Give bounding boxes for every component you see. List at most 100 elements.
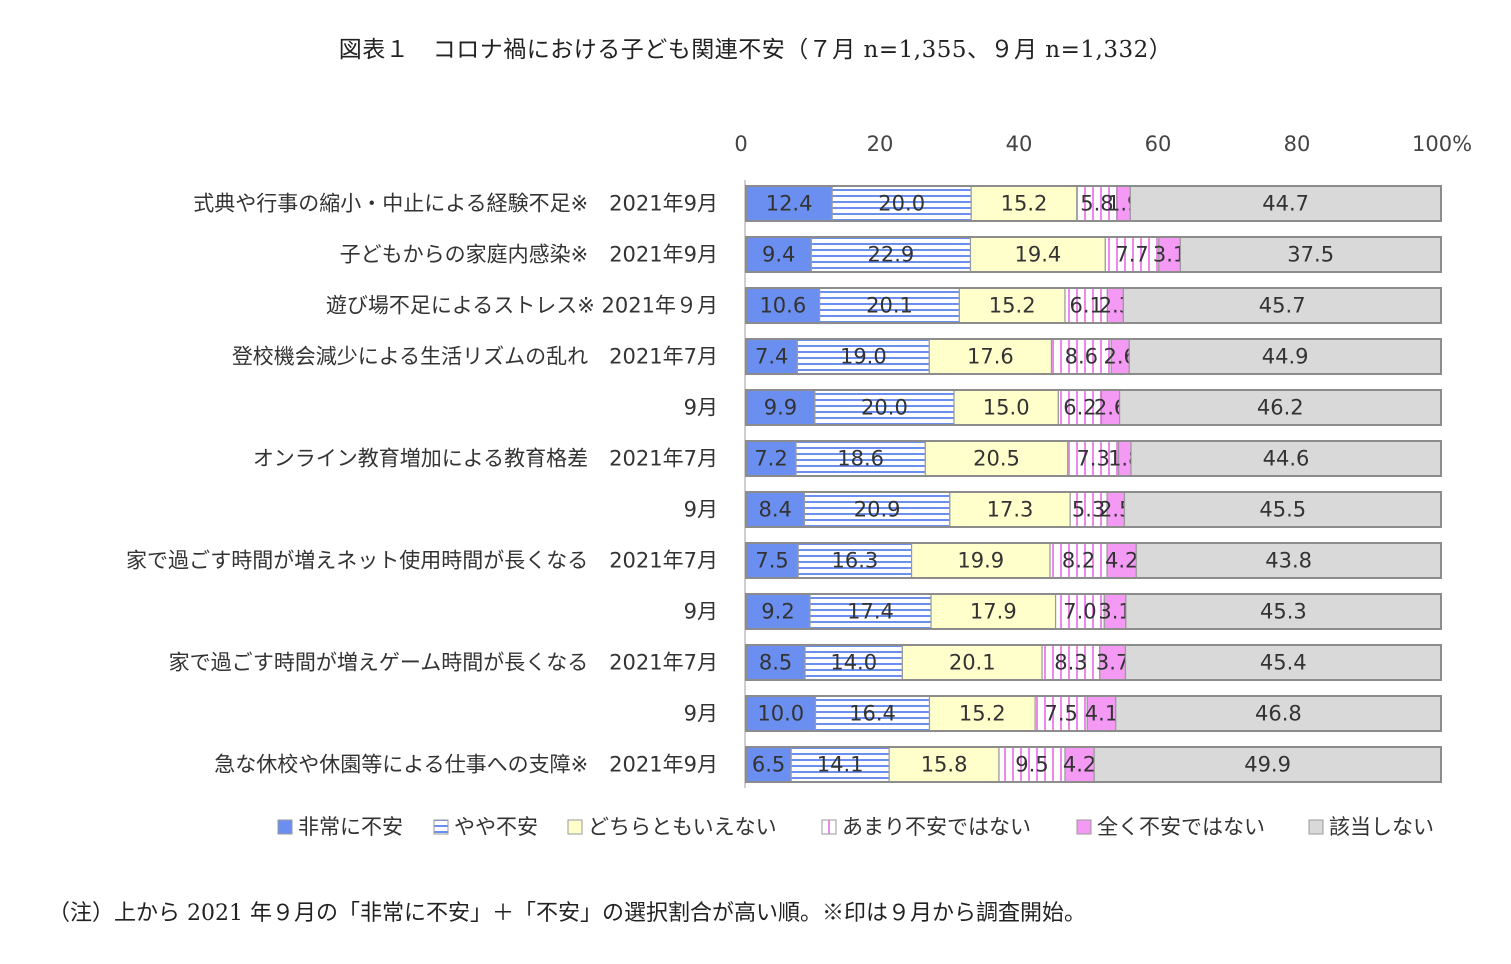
data-label: 7.3 [1076, 447, 1109, 471]
data-label: 44.9 [1262, 345, 1309, 369]
bar-segment [1064, 287, 1109, 324]
bar-segment [1129, 185, 1442, 222]
footnote: （注）上から 2021 年９月の「非常に不安」＋「不安」の選択割合が高い順。※印… [48, 901, 1086, 926]
category-label: 登校機会減少による生活リズムの乱れ 2021年7月 [232, 345, 718, 369]
bar-frame [745, 644, 1442, 681]
bar-segment [803, 491, 951, 528]
data-label: 7.5 [755, 549, 788, 573]
data-label: 3.7 [1096, 651, 1129, 675]
data-label: 9.2 [761, 600, 794, 624]
data-label: 10.6 [759, 294, 806, 318]
category-label: 9月 [684, 600, 718, 624]
data-label: 5.8 [1080, 192, 1113, 216]
legend-label: 非常に不安 [298, 815, 403, 839]
data-label: 5.3 [1072, 498, 1105, 522]
x-tick-label: 40 [1006, 132, 1033, 156]
category-label: 急な休校や休園等による仕事への支障※ 2021年9月 [214, 753, 718, 777]
legend-label: 該当しない [1329, 815, 1434, 839]
bar-segment [924, 440, 1069, 477]
bar-segment [745, 542, 799, 579]
bar-segment [998, 746, 1066, 783]
data-label: 46.2 [1257, 396, 1304, 420]
data-label: 17.4 [847, 600, 894, 624]
data-label: 19.9 [957, 549, 1004, 573]
category-labels: 式典や行事の縮小・中止による経験不足※ 2021年9月子どもからの家庭内感染※ … [126, 192, 718, 777]
data-label: 8.2 [1062, 549, 1095, 573]
x-axis-ticks: 0 20 40 60 80 100% [734, 132, 1472, 156]
data-label: 14.1 [817, 753, 864, 777]
data-label: 15.2 [1001, 192, 1048, 216]
category-label: オンライン教育増加による教育格差 2021年7月 [253, 447, 718, 471]
bar-frame [745, 236, 1442, 273]
x-tick-label: 20 [867, 132, 894, 156]
legend-swatch [567, 819, 583, 835]
bar-segment [796, 338, 930, 375]
data-label: 7.2 [754, 447, 787, 471]
bar-rows: 12.4 20.0 15.2 5.81.9 44.79.4 22.9 19.4 7.7 3.1 3… [744, 180, 1442, 788]
data-label: 15.8 [921, 753, 968, 777]
data-label: 4.2 [1105, 549, 1138, 573]
bar-segment [888, 746, 1000, 783]
data-label: 37.5 [1287, 243, 1334, 267]
category-label: 家で過ごす時間が増えゲーム時間が長くなる 2021年7月 [169, 651, 718, 675]
data-label: 6.2 [1063, 396, 1096, 420]
bar-frame [745, 542, 1442, 579]
data-label: 8.6 [1065, 345, 1098, 369]
legend-label: 全く不安ではない [1097, 815, 1265, 839]
data-label: 8.4 [759, 498, 792, 522]
category-label: 9月 [684, 498, 718, 522]
data-label: 22.9 [868, 243, 915, 267]
data-label: 9.9 [764, 396, 797, 420]
category-label: 式典や行事の縮小・中止による経験不足※ 2021年9月 [193, 192, 718, 216]
data-label: 49.9 [1244, 753, 1291, 777]
data-label: 20.0 [861, 396, 908, 420]
bar-frame [745, 287, 1442, 324]
legend-swatch [433, 819, 449, 835]
data-label: 44.7 [1262, 192, 1309, 216]
data-label: 17.9 [970, 600, 1017, 624]
legend-label: どちらともいえない [588, 815, 777, 839]
category-label: 9月 [684, 702, 718, 726]
data-label: 7.4 [755, 345, 788, 369]
data-label: 6.5 [752, 753, 785, 777]
bar-segment [745, 236, 812, 273]
data-label: 8.5 [759, 651, 792, 675]
data-label: 45.5 [1259, 498, 1306, 522]
bar-segment [745, 644, 806, 681]
x-tick-label: 100% [1412, 132, 1472, 156]
bar-segment [901, 644, 1043, 681]
bar-segment [745, 185, 833, 222]
legend-swatch [277, 819, 293, 835]
bar-segment [1067, 440, 1120, 477]
data-label: 19.0 [840, 345, 887, 369]
x-tick-label: 60 [1145, 132, 1172, 156]
legend-swatch [1308, 819, 1324, 835]
legend-label: あまり不安ではない [842, 815, 1031, 839]
bar-segment [1128, 338, 1442, 375]
bar-segment [1064, 746, 1095, 783]
data-label: 20.1 [949, 651, 996, 675]
bar-frame [745, 440, 1442, 477]
data-label: 9.4 [762, 243, 795, 267]
data-label: 43.8 [1265, 549, 1312, 573]
data-label: 20.0 [878, 192, 925, 216]
data-label: 17.6 [967, 345, 1014, 369]
data-label: 19.4 [1015, 243, 1062, 267]
data-label: 16.3 [831, 549, 878, 573]
legend-swatch [821, 819, 837, 835]
bar-frame [745, 593, 1442, 630]
data-label: 20.9 [854, 498, 901, 522]
data-label: 7.5 [1044, 702, 1077, 726]
data-label: 7.0 [1063, 600, 1096, 624]
bar-frame [745, 746, 1442, 783]
bar-frame [745, 185, 1442, 222]
data-label: 10.0 [757, 702, 804, 726]
data-label: 9.5 [1015, 753, 1048, 777]
bar-segment [1104, 236, 1160, 273]
bar-segment [1034, 695, 1088, 732]
bar-frame [745, 338, 1442, 375]
data-label: 18.6 [837, 447, 884, 471]
data-label: 6.1 [1069, 294, 1102, 318]
data-label: 4.1 [1085, 702, 1118, 726]
